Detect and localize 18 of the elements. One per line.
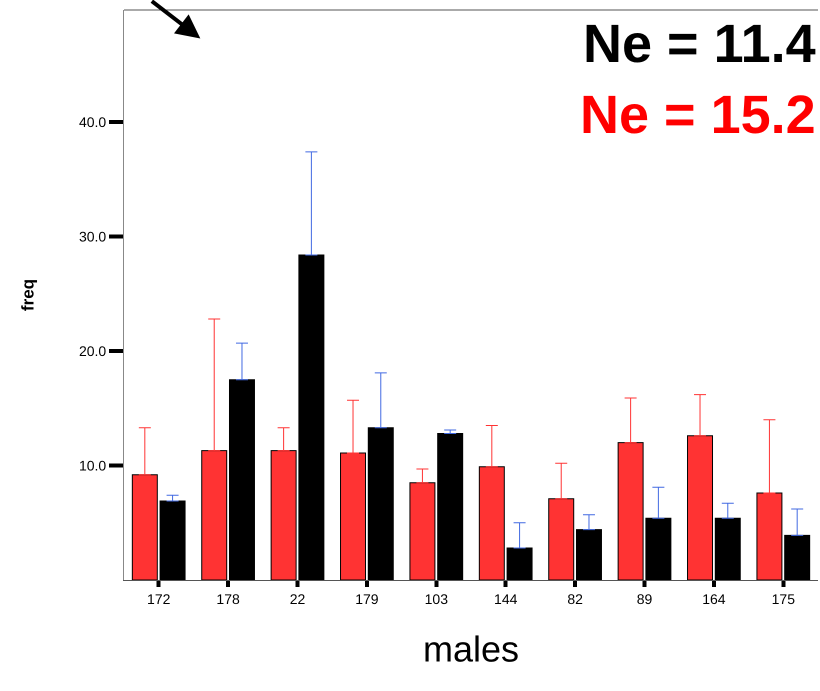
x-tick-label: 89 [636, 590, 652, 607]
x-tick-label: 175 [772, 590, 796, 607]
x-axis-title: males [422, 628, 520, 670]
y-axis-title: freq [18, 278, 38, 312]
x-tick-label: 103 [424, 590, 448, 607]
y-tick-label: 30.0 [78, 228, 106, 245]
y-tick-label: 20.0 [78, 342, 106, 359]
annotation: Ne = 15.2 [580, 85, 816, 145]
x-tick-label: 178 [216, 590, 240, 607]
x-tick-label: 22 [290, 590, 306, 607]
y-tick-label: 10.0 [78, 457, 106, 474]
x-tick-label: 144 [494, 590, 518, 607]
x-tick-label: 179 [355, 590, 379, 607]
x-tick-label: 172 [147, 590, 171, 607]
x-tick-label: 82 [567, 590, 584, 607]
y-tick-label: 40.0 [78, 114, 106, 130]
x-tick-label: 164 [702, 590, 726, 607]
annotation: Ne = 11.4 [583, 14, 816, 74]
